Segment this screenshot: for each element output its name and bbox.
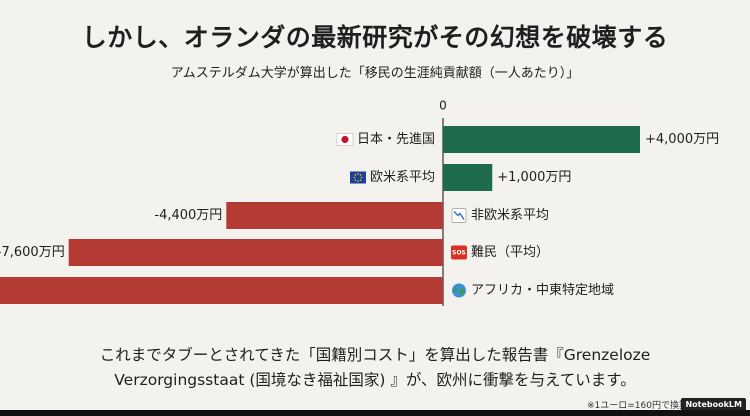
category-label-5: アフリカ・中東特定地域 [471, 282, 614, 298]
eu-flag-icon [349, 171, 366, 184]
bar-5 [0, 277, 443, 304]
zero-tick-label: 0 [439, 99, 447, 113]
footer-line-2: Verzorgingsstaat (国境なき福祉国家) 』が、欧州に衝撃を与えて… [114, 371, 636, 389]
bar-2 [443, 164, 493, 191]
value-label-3: -4,400万円 [154, 208, 222, 223]
japan-flag-icon [336, 133, 354, 146]
page-title: しかし、オランダの最新研究がその幻想を破壊する [81, 23, 669, 52]
category-label-2: 欧米系平均 [370, 170, 435, 185]
bar-1 [443, 126, 640, 153]
category-label-4: 難民（平均） [471, 245, 549, 260]
notebooklm-badge: NotebookLM [681, 398, 746, 411]
sos-icon: SOS [451, 245, 467, 260]
value-label-4: -7,600万円 [0, 245, 65, 260]
category-label-3: 非欧米系平均 [471, 208, 549, 223]
value-label-1: +4,000万円 [645, 132, 719, 147]
chart-down-icon [451, 208, 467, 223]
category-label-1: 日本・先進国 [357, 132, 435, 147]
footnote: ※1ユーロ=160円で換算 [587, 401, 688, 411]
footer-line-1: これまでタブーとされてきた「国籍別コスト」を算出した報告書『Grenzeloze [99, 346, 651, 364]
value-label-2: +1,000万円 [497, 170, 571, 185]
svg-text:SOS: SOS [452, 250, 466, 257]
bar-3 [226, 202, 443, 229]
bottom-bar [0, 410, 750, 416]
globe-icon [452, 283, 466, 298]
chart-subtitle: アムステルダム大学が算出した「移民の生涯純貢献額（一人あたり）」 [170, 66, 580, 81]
bar-4 [68, 239, 443, 266]
